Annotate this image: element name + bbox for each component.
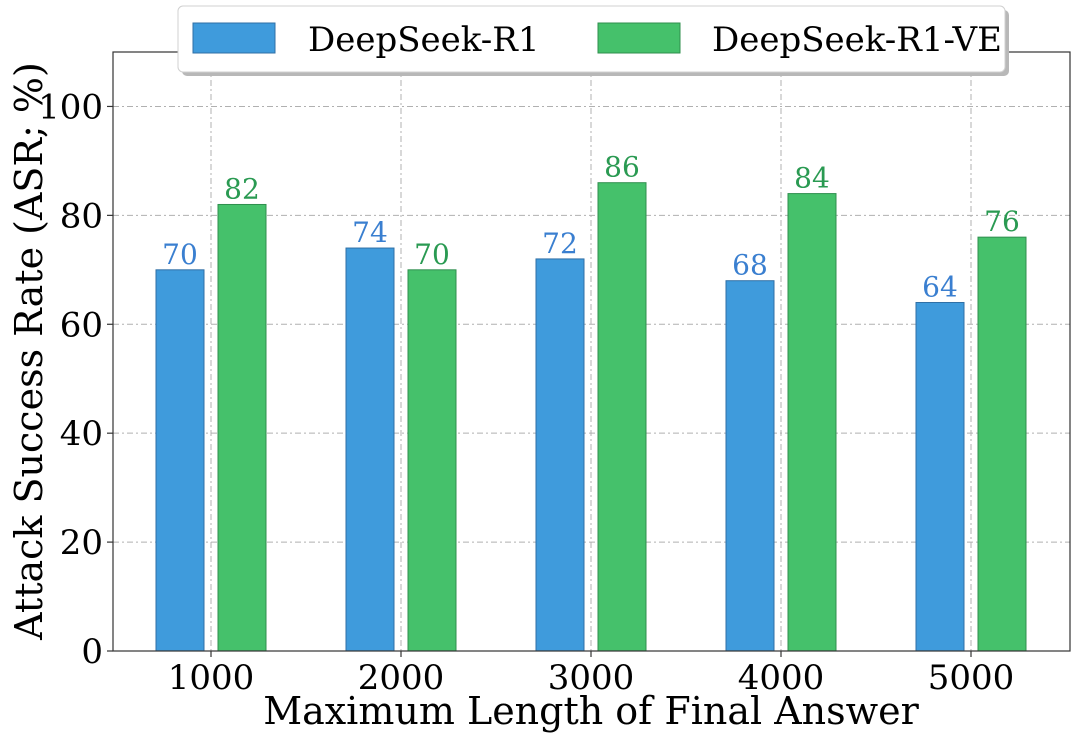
bar-value-label: 84	[794, 162, 830, 195]
legend-swatch	[597, 22, 681, 54]
bar-deepseek-r1	[725, 280, 775, 652]
bar-value-label: 64	[922, 270, 958, 303]
x-tick-label: 4000	[738, 658, 825, 698]
bar-deepseek-r1-ve	[217, 203, 267, 652]
bar-deepseek-r1-ve	[407, 269, 457, 652]
bar-deepseek-r1-ve	[597, 182, 647, 652]
x-axis-ticks: 1000 2000 3000 4000 5000	[168, 651, 1015, 698]
legend-label: DeepSeek-R1	[308, 20, 540, 60]
y-tick-label: 40	[60, 414, 103, 454]
bar-value-label: 82	[224, 172, 260, 205]
x-tick-label: 2000	[358, 658, 445, 698]
y-tick-label: 80	[60, 196, 103, 236]
bar-deepseek-r1	[535, 258, 585, 652]
y-axis-ticks: 0 20 40 60 80 100	[38, 87, 113, 672]
bar-value-label: 70	[162, 238, 198, 271]
bar-value-label: 72	[542, 227, 578, 260]
bar-deepseek-r1	[345, 247, 395, 652]
y-tick-label: 20	[60, 523, 103, 563]
y-axis-title: Attack Success Rate (ASR; %)	[7, 62, 51, 641]
data-labels: 70 74 72 68 64 82 70 86 84 76	[162, 151, 1020, 304]
x-tick-label: 3000	[548, 658, 635, 698]
x-tick-label: 1000	[168, 658, 255, 698]
x-tick-label: 5000	[928, 658, 1015, 698]
grid-lines	[113, 52, 1070, 651]
bar-deepseek-r1	[915, 301, 965, 652]
bar-value-label: 76	[984, 205, 1020, 238]
y-tick-label: 60	[60, 305, 103, 345]
legend-swatch	[192, 22, 276, 54]
y-tick-label: 100	[38, 87, 103, 127]
bars	[155, 182, 1027, 652]
bar-value-label: 70	[414, 238, 450, 271]
legend-label: DeepSeek-R1-VE	[712, 20, 1002, 60]
bar-deepseek-r1-ve	[787, 193, 837, 652]
x-axis-title: Maximum Length of Final Answer	[263, 689, 919, 733]
bar-value-label: 68	[732, 249, 768, 282]
legend-box	[177, 5, 1006, 73]
bar-deepseek-r1	[155, 269, 205, 652]
bar-value-label: 86	[604, 151, 640, 184]
bar-deepseek-r1-ve	[977, 236, 1027, 652]
bar-value-label: 74	[352, 216, 388, 249]
legend: DeepSeek-R1 DeepSeek-R1-VE	[177, 5, 1009, 76]
y-tick-label: 0	[81, 632, 103, 672]
